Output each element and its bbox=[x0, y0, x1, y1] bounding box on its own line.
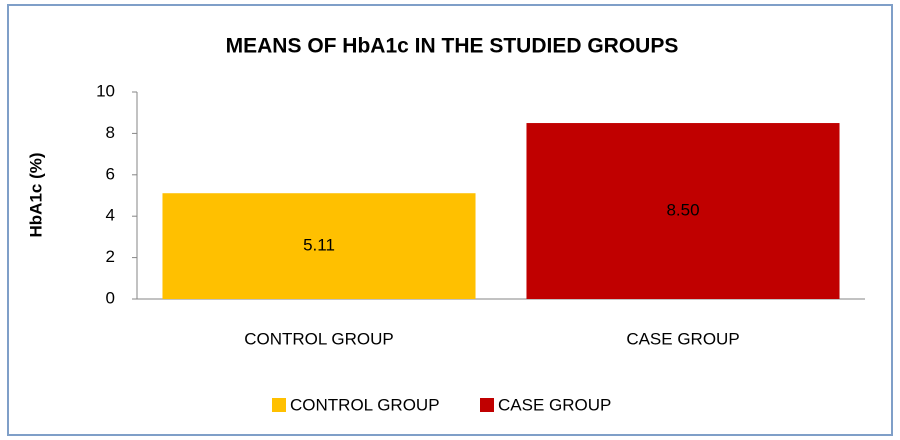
y-axis-label: HbA1c (%) bbox=[26, 152, 45, 237]
legend-label: CONTROL GROUP bbox=[290, 395, 440, 414]
x-tick-label: CASE GROUP bbox=[626, 329, 739, 348]
y-tick-label: 2 bbox=[106, 247, 115, 266]
bar bbox=[162, 193, 476, 299]
y-tick-label: 8 bbox=[106, 123, 115, 142]
y-tick-label: 6 bbox=[106, 164, 115, 183]
legend-swatch bbox=[272, 398, 286, 412]
legend-label: CASE GROUP bbox=[498, 395, 611, 414]
data-label: 8.50 bbox=[666, 201, 699, 220]
chart-title: MEANS OF HbA1c IN THE STUDIED GROUPS bbox=[226, 35, 679, 58]
y-tick-label: 0 bbox=[106, 288, 115, 307]
legend-swatch bbox=[480, 398, 494, 412]
data-label: 5.11 bbox=[303, 236, 335, 255]
x-tick-label: CONTROL GROUP bbox=[244, 329, 394, 348]
bar bbox=[526, 123, 840, 299]
y-tick-label: 4 bbox=[106, 206, 115, 225]
y-tick-label: 10 bbox=[96, 81, 115, 100]
